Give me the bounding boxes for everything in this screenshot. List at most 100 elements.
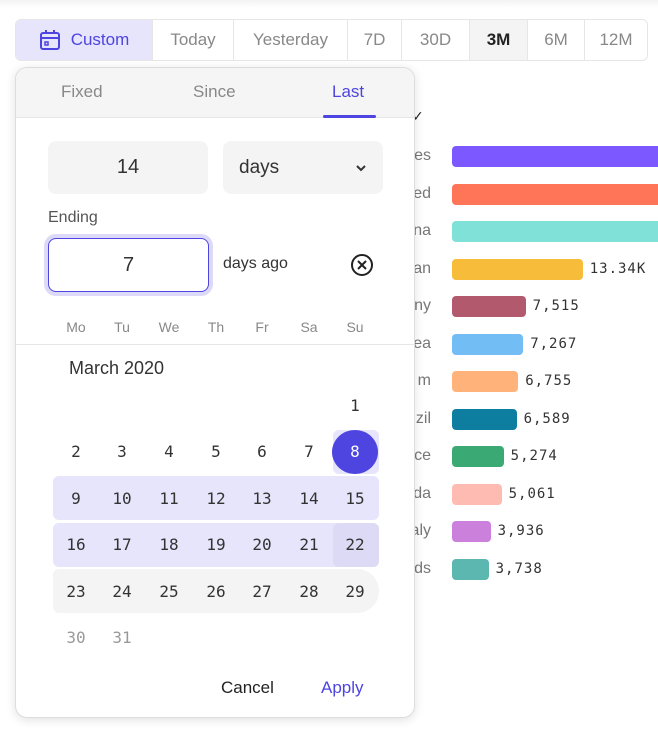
calendar-day[interactable]: 29 bbox=[345, 581, 365, 601]
weekday-header: Sa bbox=[300, 319, 318, 335]
apply-button[interactable]: Apply bbox=[321, 678, 364, 697]
weekday-header: Fr bbox=[255, 319, 269, 335]
calendar-day[interactable]: 10 bbox=[112, 488, 132, 508]
ending-suffix: days ago bbox=[223, 255, 288, 272]
bar[interactable] bbox=[452, 221, 658, 242]
calendar-day[interactable]: 21 bbox=[299, 535, 319, 554]
range-custom-label: Custom bbox=[70, 30, 130, 49]
bar-label: aly bbox=[410, 522, 431, 539]
bar-value-label: 5,274 bbox=[510, 448, 558, 464]
calendar-day[interactable]: 15 bbox=[345, 488, 365, 508]
range-12m-button[interactable]: 12M bbox=[599, 30, 633, 49]
bar[interactable] bbox=[452, 521, 491, 542]
calendar-day[interactable]: 27 bbox=[252, 581, 272, 601]
calendar-day[interactable]: 11 bbox=[159, 488, 179, 508]
tab-fixed[interactable]: Fixed bbox=[61, 82, 103, 101]
bar[interactable] bbox=[452, 408, 517, 430]
ending-label: Ending bbox=[48, 209, 98, 226]
calendar-day[interactable]: 19 bbox=[206, 535, 226, 554]
range-today-button[interactable]: Today bbox=[153, 20, 234, 60]
custom-range-popover: Fixed Since Last 14 days Ending 7 days a… bbox=[15, 67, 415, 718]
bar-value-label: 6,589 bbox=[523, 410, 571, 427]
bar-label: zil bbox=[415, 409, 431, 427]
bar-label: an bbox=[413, 259, 431, 277]
bar[interactable] bbox=[452, 296, 526, 317]
bar[interactable] bbox=[452, 446, 504, 467]
bar-label: ce bbox=[414, 447, 431, 464]
calendar-day[interactable]: 6 bbox=[257, 442, 267, 461]
calendar-day[interactable]: 4 bbox=[164, 442, 174, 461]
range-7d-button[interactable]: 7D bbox=[348, 20, 402, 60]
calendar-day[interactable]: 18 bbox=[159, 535, 179, 554]
chevron-down-icon bbox=[356, 164, 366, 171]
range-30d-button[interactable]: 30D bbox=[402, 20, 470, 60]
active-tab-indicator bbox=[323, 115, 376, 118]
bar-label: m bbox=[417, 372, 431, 389]
calendar-day[interactable]: 1 bbox=[350, 395, 360, 415]
bar-label: ny bbox=[414, 297, 431, 314]
bar[interactable] bbox=[452, 371, 519, 392]
count-input[interactable]: 14 bbox=[48, 141, 208, 194]
calendar-day-selected[interactable]: 8 bbox=[332, 429, 378, 474]
bar-value-label: 7,267 bbox=[530, 335, 578, 352]
unit-select[interactable]: days bbox=[223, 141, 383, 194]
check-icon: ✓ bbox=[412, 108, 424, 124]
bar[interactable] bbox=[452, 258, 583, 280]
calendar-day[interactable]: 17 bbox=[112, 535, 132, 554]
range-3m-button[interactable]: 3M bbox=[470, 20, 528, 60]
weekday-header: Th bbox=[207, 319, 225, 335]
range-yesterday-button[interactable]: Yesterday bbox=[234, 20, 348, 60]
range-band bbox=[53, 476, 379, 520]
calendar-day[interactable]: 12 bbox=[206, 488, 226, 508]
range-6m-button[interactable]: 6M bbox=[528, 20, 585, 60]
calendar-day[interactable]: 13 bbox=[252, 488, 272, 508]
calendar-day[interactable]: 7 bbox=[304, 442, 314, 461]
calendar-day[interactable]: 5 bbox=[211, 442, 221, 461]
bar-value-label: 3,936 bbox=[497, 523, 545, 539]
calendar-day[interactable]: 9 bbox=[71, 488, 81, 508]
bar[interactable] bbox=[452, 483, 502, 505]
bar[interactable] bbox=[452, 146, 658, 167]
calendar-day[interactable]: 2 bbox=[71, 442, 81, 461]
calendar-day[interactable]: 30 bbox=[66, 628, 86, 647]
range-custom-button[interactable]: Custom bbox=[16, 20, 153, 60]
calendar-day[interactable]: 24 bbox=[112, 581, 132, 601]
bar-label: ds bbox=[414, 559, 431, 577]
range-band bbox=[53, 523, 379, 567]
calendar-day[interactable]: 28 bbox=[299, 581, 319, 601]
bar-value-label: 13.34K bbox=[589, 260, 647, 277]
bar[interactable] bbox=[452, 183, 658, 205]
tab-last[interactable]: Last bbox=[332, 82, 365, 101]
bar-label: na bbox=[413, 222, 431, 239]
bar-value-label: 3,738 bbox=[495, 560, 543, 577]
divider bbox=[16, 344, 414, 345]
bar-label: ed bbox=[413, 184, 431, 202]
calendar-day[interactable]: 31 bbox=[112, 628, 132, 647]
ending-input[interactable]: 7 bbox=[48, 238, 209, 292]
calendar-day[interactable]: 26 bbox=[206, 581, 226, 601]
hover-band bbox=[53, 569, 379, 613]
bar[interactable] bbox=[452, 558, 489, 580]
weekday-header: We bbox=[158, 319, 180, 335]
top-shadow bbox=[0, 0, 658, 8]
calendar-day[interactable]: 3 bbox=[117, 442, 127, 461]
tab-since[interactable]: Since bbox=[193, 82, 236, 101]
mode-tabs: Fixed Since Last bbox=[16, 68, 414, 118]
bar-label: da bbox=[413, 484, 431, 502]
calendar-day[interactable]: 20 bbox=[252, 535, 272, 554]
calendar-day[interactable]: 25 bbox=[159, 581, 179, 601]
calendar-day[interactable]: 16 bbox=[66, 535, 86, 554]
date-range-selector: Custom Today Yesterday 7D 30D 3M 6M 12M bbox=[15, 19, 648, 61]
clear-circle-icon[interactable] bbox=[350, 253, 374, 277]
cancel-button[interactable]: Cancel bbox=[221, 678, 274, 697]
range-end-cell bbox=[333, 523, 379, 567]
calendar-day[interactable]: 23 bbox=[66, 581, 86, 601]
bar[interactable] bbox=[452, 333, 524, 355]
calendar-day[interactable]: 22 bbox=[345, 535, 365, 554]
weekday-header: Su bbox=[346, 319, 364, 335]
calendar-day[interactable]: 14 bbox=[299, 488, 319, 508]
bar-value-label: 6,755 bbox=[525, 373, 573, 389]
bar-label: ea bbox=[413, 334, 431, 352]
month-title: March 2020 bbox=[69, 358, 165, 378]
calendar-icon bbox=[39, 30, 60, 50]
